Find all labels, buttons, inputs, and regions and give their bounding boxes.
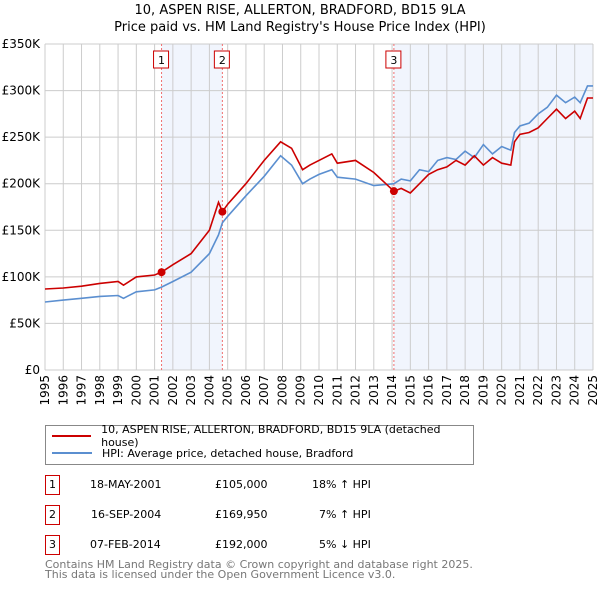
x-tick-label: 2015 — [403, 375, 417, 406]
x-tick-label: 2000 — [129, 375, 143, 406]
legend: 10, ASPEN RISE, ALLERTON, BRADFORD, BD15… — [45, 423, 474, 465]
x-tick-label: 1998 — [93, 375, 107, 406]
sale-hpi: 18% ↑ HPI — [312, 478, 371, 491]
sale-marker-label: 1 — [158, 54, 165, 67]
footer: Contains HM Land Registry data © Crown c… — [45, 558, 473, 581]
x-tick-label: 2007 — [257, 375, 271, 406]
footer-line1: Contains HM Land Registry data © Crown c… — [45, 558, 473, 571]
sale-hpi: 7% ↑ HPI — [319, 508, 371, 521]
x-tick-label: 2014 — [385, 375, 399, 406]
x-tick-label: 2004 — [202, 375, 216, 406]
sale-marker-box — [213, 50, 230, 69]
table-row: 1 18-MAY-2001 £105,000 18% ↑ HPI — [45, 475, 445, 495]
x-tick-label: 2023 — [549, 375, 563, 406]
sale-marker-box — [153, 50, 170, 69]
x-tick-label: 2002 — [166, 375, 180, 406]
footer-line2: This data is licensed under the Open Gov… — [45, 568, 396, 581]
table-row: 2 16-SEP-2004 £169,950 7% ↑ HPI — [45, 505, 445, 525]
sale-date: 18-MAY-2001 — [90, 478, 162, 491]
sale-date: 07-FEB-2014 — [90, 538, 161, 551]
x-tick-label: 2017 — [440, 375, 454, 406]
y-tick-label: £100K — [2, 270, 42, 284]
sale-date: 16-SEP-2004 — [91, 508, 162, 521]
x-tick-label: 2020 — [495, 375, 509, 406]
x-tick-label: 2006 — [239, 375, 253, 406]
sale-badge: 3 — [45, 535, 60, 555]
x-tick-label: 2010 — [312, 375, 326, 406]
x-tick-label: 2016 — [422, 375, 436, 406]
x-tick-label: 2022 — [531, 375, 545, 406]
sale-point — [218, 207, 227, 216]
sale-hpi: 5% ↓ HPI — [319, 538, 371, 551]
y-tick-label: £0 — [25, 363, 40, 377]
sale-marker-label: 2 — [219, 54, 226, 67]
sale-badge: 2 — [45, 505, 60, 525]
sale-price: £192,000 — [215, 538, 268, 551]
x-tick-label: 2018 — [458, 375, 472, 406]
y-tick-label: £350K — [2, 37, 42, 51]
x-tick-label: 2011 — [330, 375, 344, 406]
sale-price: £105,000 — [215, 478, 268, 491]
x-tick-label: 2003 — [184, 375, 198, 406]
x-tick-label: 1996 — [56, 375, 70, 406]
x-tick-label: 2013 — [367, 375, 381, 406]
legend-hpi: HPI: Average price, detached house, Brad… — [102, 446, 354, 460]
x-tick-label: 2005 — [221, 375, 235, 406]
sale-badge: 1 — [45, 475, 60, 495]
x-tick-label: 2008 — [275, 375, 289, 406]
x-tick-label: 2025 — [586, 375, 600, 406]
x-tick-label: 2001 — [148, 375, 162, 406]
x-tick-label: 1995 — [38, 375, 52, 406]
x-tick-label: 1999 — [111, 375, 125, 406]
legend-blue-line — [52, 452, 92, 454]
x-tick-label: 2024 — [568, 375, 582, 406]
shaded-region — [161, 44, 223, 370]
x-tick-label: 2019 — [476, 375, 490, 406]
shaded-region — [393, 44, 593, 370]
sale-point — [157, 268, 166, 277]
table-row: 3 07-FEB-2014 £192,000 5% ↓ HPI — [45, 535, 445, 555]
legend-red-line — [52, 435, 92, 437]
x-tick-label: 2021 — [513, 375, 527, 406]
x-tick-label: 2012 — [349, 375, 363, 406]
chart-subtitle: Price paid vs. HM Land Registry's House … — [114, 20, 486, 35]
property-series-line — [44, 97, 593, 290]
sale-marker-box — [385, 50, 402, 69]
chart-title: 10, ASPEN RISE, ALLERTON, BRADFORD, BD15… — [134, 3, 466, 18]
x-tick-label: 1997 — [75, 375, 89, 406]
x-tick-label: 2009 — [294, 375, 308, 406]
hpi-series-line — [44, 85, 593, 303]
y-tick-label: £250K — [2, 130, 42, 144]
price-chart: 1995 1996 1997 1998 1999 2000 2001 2002 2003 2004… — [2, 37, 600, 406]
y-tick-label: £200K — [2, 177, 42, 191]
sale-price: £169,950 — [215, 508, 268, 521]
legend-property: 10, ASPEN RISE, ALLERTON, BRADFORD, BD15… — [101, 423, 441, 449]
y-tick-label: £300K — [2, 84, 42, 98]
sale-point — [389, 187, 398, 196]
y-tick-label: £150K — [2, 223, 42, 237]
sale-marker-label: 3 — [390, 54, 397, 67]
y-tick-label: £50K — [9, 316, 41, 330]
